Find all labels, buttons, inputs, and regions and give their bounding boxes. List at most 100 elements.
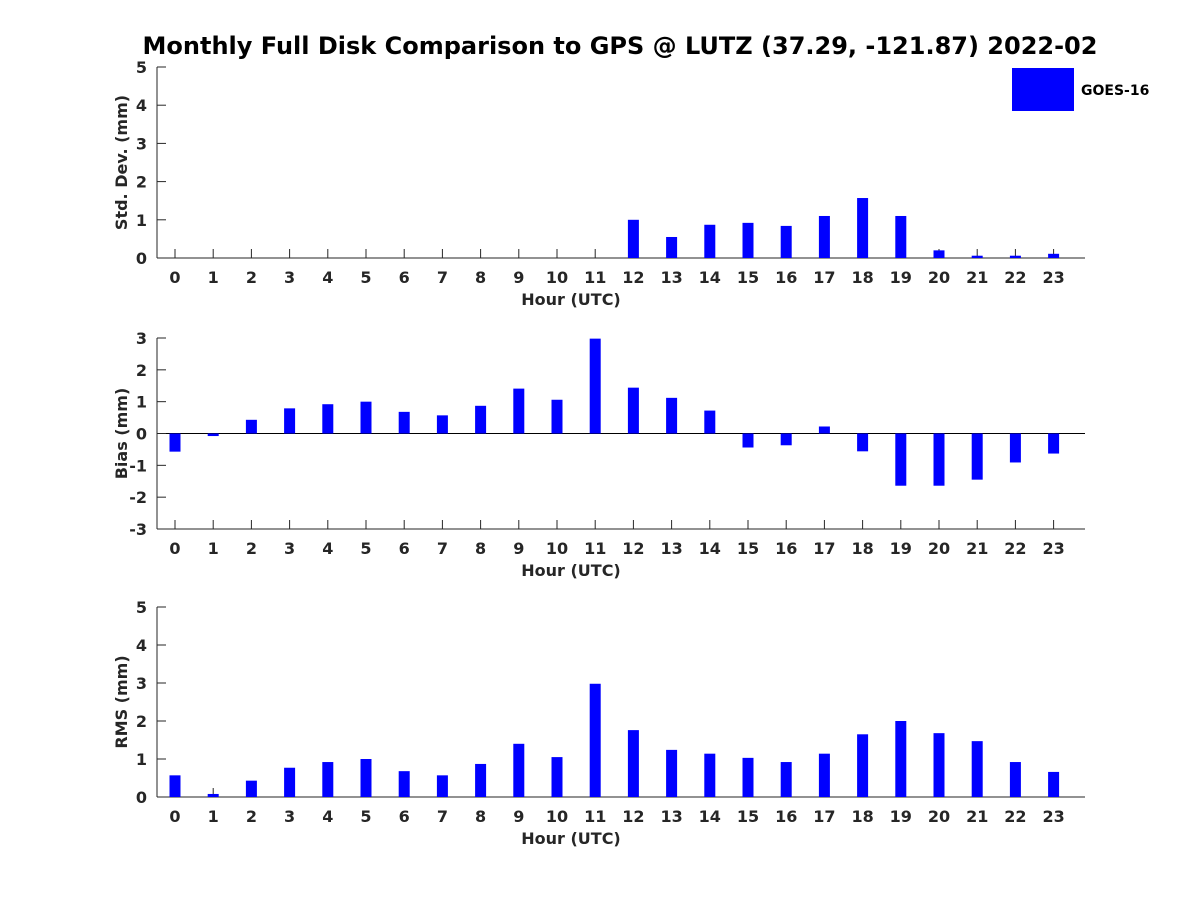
bar-hour-13 bbox=[666, 236, 678, 258]
x-tick-label: 11 bbox=[584, 268, 606, 287]
bar-hour-8 bbox=[475, 405, 487, 434]
x-tick-label: 5 bbox=[360, 539, 371, 558]
x-tick-label: 7 bbox=[437, 539, 448, 558]
x-tick-label: 2 bbox=[246, 268, 257, 287]
bar-hour-12 bbox=[627, 219, 639, 258]
x-tick-label: 11 bbox=[584, 807, 606, 826]
x-tick-label: 18 bbox=[851, 807, 873, 826]
x-tick-label: 3 bbox=[284, 268, 295, 287]
x-tick-label: 16 bbox=[775, 539, 797, 558]
x-tick-label: 9 bbox=[513, 539, 524, 558]
bar-hour-12 bbox=[627, 730, 639, 797]
y-tick-label: 1 bbox=[136, 750, 147, 769]
bar-hour-18 bbox=[857, 734, 869, 797]
x-axis-label: Hour (UTC) bbox=[521, 561, 621, 580]
x-tick-label: 3 bbox=[284, 807, 295, 826]
bar-hour-17 bbox=[818, 426, 830, 434]
y-tick-label: 5 bbox=[136, 598, 147, 617]
bar-hour-15 bbox=[742, 222, 754, 258]
y-tick-label: 2 bbox=[136, 173, 147, 192]
y-tick-label: 4 bbox=[136, 636, 147, 655]
x-tick-label: 23 bbox=[1042, 539, 1064, 558]
x-tick-label: 7 bbox=[437, 268, 448, 287]
x-tick-label: 22 bbox=[1004, 807, 1026, 826]
x-tick-label: 8 bbox=[475, 539, 486, 558]
x-tick-label: 2 bbox=[246, 807, 257, 826]
x-tick-label: 15 bbox=[737, 807, 759, 826]
x-tick-label: 2 bbox=[246, 539, 257, 558]
bar-hour-14 bbox=[704, 753, 716, 797]
bar-hour-4 bbox=[322, 762, 334, 797]
bar-hour-22 bbox=[1009, 255, 1021, 258]
bar-hour-2 bbox=[245, 780, 257, 797]
y-tick-label: 0 bbox=[136, 788, 147, 807]
x-tick-label: 17 bbox=[813, 539, 835, 558]
x-tick-label: 14 bbox=[699, 268, 721, 287]
x-tick-label: 20 bbox=[928, 539, 950, 558]
y-tick-label: 3 bbox=[136, 674, 147, 693]
bar-hour-23 bbox=[1048, 253, 1060, 258]
bar-hour-6 bbox=[398, 411, 410, 434]
x-tick-label: 9 bbox=[513, 268, 524, 287]
bar-hour-10 bbox=[551, 757, 563, 797]
y-axis-label: Bias (mm) bbox=[112, 388, 131, 480]
y-tick-label: 0 bbox=[136, 249, 147, 268]
x-tick-label: 19 bbox=[890, 807, 912, 826]
bar-hour-23 bbox=[1048, 771, 1060, 797]
bar-hour-12 bbox=[627, 387, 639, 434]
x-axis-label: Hour (UTC) bbox=[521, 829, 621, 848]
x-tick-label: 4 bbox=[322, 268, 333, 287]
bar-hour-19 bbox=[895, 215, 907, 258]
x-tick-label: 13 bbox=[660, 807, 682, 826]
x-tick-label: 13 bbox=[660, 268, 682, 287]
bar-hour-16 bbox=[780, 225, 792, 258]
x-tick-label: 3 bbox=[284, 539, 295, 558]
bar-hour-11 bbox=[589, 683, 601, 797]
x-tick-label: 23 bbox=[1042, 807, 1064, 826]
y-tick-label: -2 bbox=[129, 488, 147, 507]
x-tick-label: 0 bbox=[169, 539, 180, 558]
x-tick-label: 7 bbox=[437, 807, 448, 826]
x-tick-label: 1 bbox=[208, 539, 219, 558]
x-tick-label: 6 bbox=[399, 539, 410, 558]
x-tick-label: 21 bbox=[966, 539, 988, 558]
bar-hour-4 bbox=[322, 404, 334, 434]
bar-hour-23 bbox=[1048, 433, 1060, 454]
bar-hour-1 bbox=[207, 433, 219, 437]
x-axis-label: Hour (UTC) bbox=[521, 290, 621, 309]
y-tick-label: 3 bbox=[136, 134, 147, 153]
x-tick-label: 22 bbox=[1004, 539, 1026, 558]
bar-hour-22 bbox=[1009, 762, 1021, 797]
x-tick-label: 18 bbox=[851, 539, 873, 558]
bar-hour-1 bbox=[207, 793, 219, 797]
y-tick-label: 3 bbox=[136, 329, 147, 348]
y-tick-label: 0 bbox=[136, 425, 147, 444]
x-tick-label: 8 bbox=[475, 268, 486, 287]
x-tick-label: 12 bbox=[622, 807, 644, 826]
y-tick-label: 1 bbox=[136, 393, 147, 412]
bar-hour-9 bbox=[513, 743, 525, 797]
bar-hour-21 bbox=[971, 741, 983, 797]
x-tick-label: 5 bbox=[360, 268, 371, 287]
x-tick-label: 19 bbox=[890, 268, 912, 287]
y-tick-label: 2 bbox=[136, 361, 147, 380]
x-tick-label: 1 bbox=[208, 268, 219, 287]
y-tick-label: -1 bbox=[129, 456, 147, 475]
bar-hour-14 bbox=[704, 410, 716, 434]
bar-hour-16 bbox=[780, 762, 792, 797]
bar-hour-21 bbox=[971, 433, 983, 480]
x-tick-label: 19 bbox=[890, 539, 912, 558]
x-tick-label: 10 bbox=[546, 539, 568, 558]
x-tick-label: 4 bbox=[322, 539, 333, 558]
bar-hour-17 bbox=[818, 753, 830, 797]
y-tick-label: 2 bbox=[136, 712, 147, 731]
bar-hour-10 bbox=[551, 399, 563, 434]
x-tick-label: 21 bbox=[966, 807, 988, 826]
y-axis-label: RMS (mm) bbox=[112, 655, 131, 748]
bar-hour-17 bbox=[818, 215, 830, 258]
bar-hour-13 bbox=[666, 397, 678, 434]
x-tick-label: 12 bbox=[622, 268, 644, 287]
